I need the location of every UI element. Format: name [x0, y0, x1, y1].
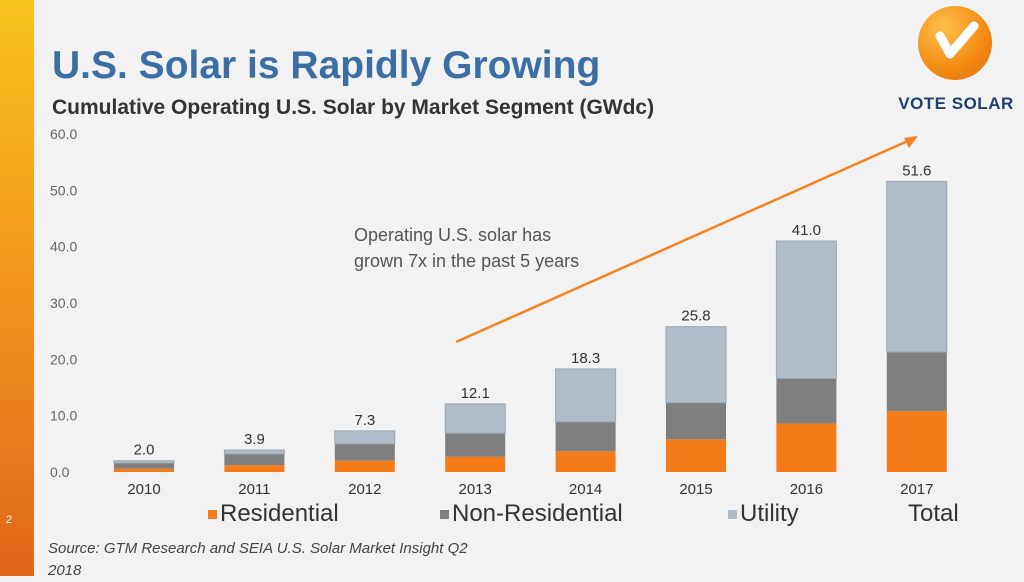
- checkmark-icon: [918, 6, 992, 80]
- x-tick-label: 2014: [569, 481, 602, 498]
- bar-non-residential: [776, 378, 837, 424]
- sidebar-accent: [0, 0, 34, 576]
- growth-arrow: [455, 138, 911, 344]
- total-label: 51.6: [902, 162, 931, 179]
- x-tick-label: 2016: [790, 481, 823, 498]
- x-tick-label: 2013: [459, 481, 492, 498]
- total-label: 25.8: [681, 308, 710, 325]
- x-tick-label: 2017: [900, 481, 933, 498]
- bar-residential: [224, 465, 285, 472]
- bar-utility: [113, 460, 175, 464]
- bar-non-residential: [555, 421, 616, 452]
- y-tick-label: 50.0: [50, 182, 77, 198]
- bar-utility: [444, 403, 506, 434]
- bar-residential: [666, 439, 726, 472]
- source-note: Source: GTM Research and SEIA U.S. Solar…: [48, 540, 468, 579]
- bar-utility: [334, 430, 396, 445]
- y-tick-label: 20.0: [50, 351, 77, 367]
- bar-utility: [886, 180, 948, 353]
- total-label: 18.3: [571, 350, 600, 367]
- y-tick-label: 10.0: [50, 408, 77, 424]
- page-title: U.S. Solar is Rapidly Growing: [52, 44, 601, 87]
- total-label: 3.9: [244, 431, 265, 448]
- bar-residential: [334, 460, 395, 472]
- total-label: 2.0: [134, 442, 155, 459]
- non-residential-swatch: [440, 509, 449, 519]
- logo-text: VOTE SOLAR: [898, 94, 1014, 113]
- bar-non-residential: [445, 433, 506, 457]
- slide-number: 2: [6, 514, 13, 526]
- chart-subtitle: Cumulative Operating U.S. Solar by Marke…: [52, 96, 655, 119]
- bar-non-residential: [886, 352, 947, 412]
- legend-residential-label: Residential: [220, 500, 339, 527]
- bar-non-residential: [114, 462, 174, 469]
- vote-solar-logo: VOTE SOLAR: [896, 4, 1016, 116]
- legend-residential: Residential: [208, 500, 339, 528]
- legend-total-label: Total: [908, 500, 959, 527]
- y-tick-label: 0.0: [50, 464, 70, 480]
- bar-residential: [886, 411, 947, 472]
- x-tick-label: 2011: [238, 481, 270, 498]
- legend-non-residential: Non-Residential: [440, 500, 623, 528]
- bar-utility: [223, 449, 285, 455]
- bar-residential: [555, 451, 616, 472]
- x-tick-label: 2015: [679, 481, 712, 498]
- bar-non-residential: [224, 453, 285, 466]
- x-tick-label: 2010: [127, 481, 160, 498]
- legend-utility-label: Utility: [740, 500, 799, 527]
- total-label: 12.1: [461, 385, 490, 402]
- legend-non-residential-label: Non-Residential: [452, 500, 623, 527]
- residential-swatch: [208, 509, 217, 519]
- total-label: 41.0: [792, 222, 821, 239]
- total-label: 7.3: [354, 412, 375, 429]
- bar-residential: [776, 423, 837, 472]
- y-tick-label: 30.0: [50, 295, 77, 311]
- bar-utility: [665, 326, 727, 404]
- x-tick-label: 2012: [348, 481, 381, 498]
- legend-total: Total: [908, 500, 959, 528]
- legend-utility: Utility: [728, 500, 799, 528]
- growth-arrow-head: [904, 136, 918, 148]
- bar-utility: [555, 368, 617, 423]
- growth-annotation: Operating U.S. solar has grown 7x in the…: [354, 225, 580, 271]
- y-tick-label: 40.0: [50, 239, 77, 255]
- bar-residential: [445, 456, 506, 472]
- bar-utility: [775, 240, 837, 379]
- y-tick-label: 60.0: [50, 126, 77, 142]
- bar-non-residential: [334, 443, 395, 461]
- bar-residential: [114, 468, 174, 472]
- bar-non-residential: [666, 402, 726, 440]
- utility-swatch: [728, 509, 737, 519]
